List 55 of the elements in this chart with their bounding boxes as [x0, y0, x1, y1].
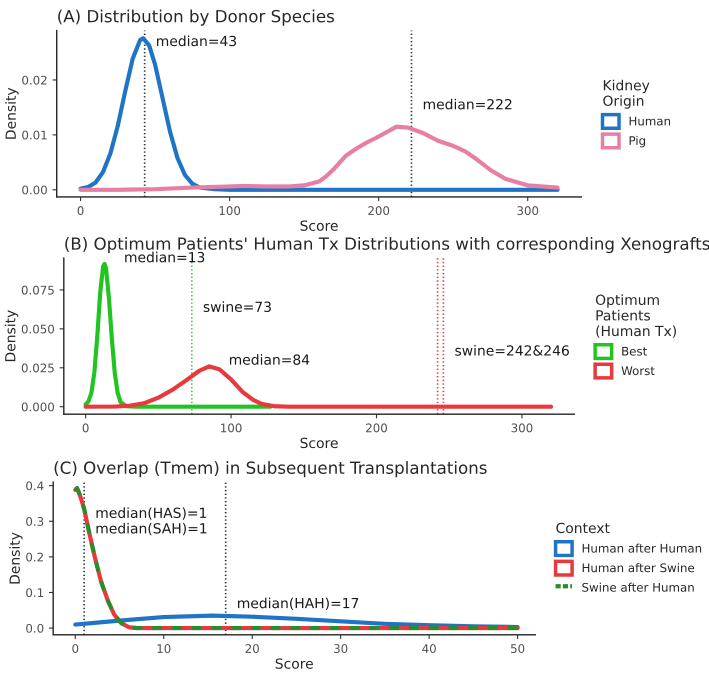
x-tick-label: 0 [78, 206, 84, 216]
chart-title: (A) Distribution by Donor Species [58, 10, 334, 26]
legend-label: Human [630, 116, 670, 126]
x-tick-label: 0 [82, 423, 89, 432]
legend-title: Context [556, 522, 610, 534]
annotation: median=84 [230, 354, 310, 365]
y-tick-label: 0.00 [22, 185, 47, 194]
x-tick-label: 200 [366, 423, 387, 432]
legend-title: Optimum Patients (Human Tx) [596, 294, 676, 338]
legend-label: Pig [630, 136, 646, 148]
y-tick-label: 0.075 [22, 286, 54, 295]
line-series [78, 36, 560, 192]
line-series [73, 486, 520, 630]
legend-label: Human after Human [582, 544, 702, 553]
ref-line-label: swine=242&246 [455, 345, 569, 356]
y-tick-label: 0.1 [26, 588, 44, 598]
x-tick-label: 200 [368, 206, 390, 216]
y-axis-title: Density [9, 532, 23, 584]
ref-line-label: median(HAS)=1 median(SAH)=1 [96, 507, 206, 536]
annotation: median=13 [125, 252, 204, 262]
legend-label: Worst [621, 366, 655, 376]
ref-line-label: median=43 [157, 35, 236, 46]
ref-line-label: swine=73 [204, 301, 271, 312]
y-tick-label: 0.0 [26, 624, 44, 633]
y-axis-title: Density [5, 88, 19, 139]
x-tick-label: 100 [221, 423, 242, 432]
ref-line-label: median=222 [424, 98, 512, 110]
chart-title: (C) Overlap (Tmem) in Subsequent Transplantations [54, 461, 487, 478]
y-tick-label: 0.050 [22, 324, 54, 334]
x-tick-label: 50 [511, 644, 524, 654]
x-axis-title: Score [276, 658, 313, 669]
legend-label: Best [622, 346, 647, 356]
x-tick-label: 300 [512, 423, 532, 432]
y-tick-label: 0.01 [22, 130, 47, 140]
ref-line-label: median(HAH)=17 [238, 598, 358, 610]
y-tick-label: 0.4 [26, 481, 44, 490]
x-axis-title: Score [300, 438, 338, 448]
legend-label: Swine after Human [582, 582, 694, 592]
y-tick-label: 0.2 [26, 552, 43, 562]
x-axis-title: Score [300, 220, 338, 231]
y-tick-label: 0.3 [26, 516, 44, 526]
x-tick-label: 20 [246, 644, 259, 654]
x-tick-label: 100 [220, 206, 240, 216]
x-tick-label: 30 [334, 644, 348, 654]
legend-label: Human after Swine [582, 563, 694, 572]
x-tick-label: 10 [158, 644, 170, 654]
x-tick-label: 40 [422, 644, 436, 654]
y-tick-label: 0.000 [22, 402, 54, 412]
y-axis-title: Density [4, 310, 18, 362]
line-series [78, 124, 560, 192]
y-tick-label: 0.025 [22, 364, 54, 372]
x-tick-label: 0 [72, 644, 78, 654]
x-tick-label: 300 [517, 206, 538, 216]
legend-title: Kidney Origin [603, 80, 650, 109]
y-tick-label: 0.02 [22, 76, 47, 85]
